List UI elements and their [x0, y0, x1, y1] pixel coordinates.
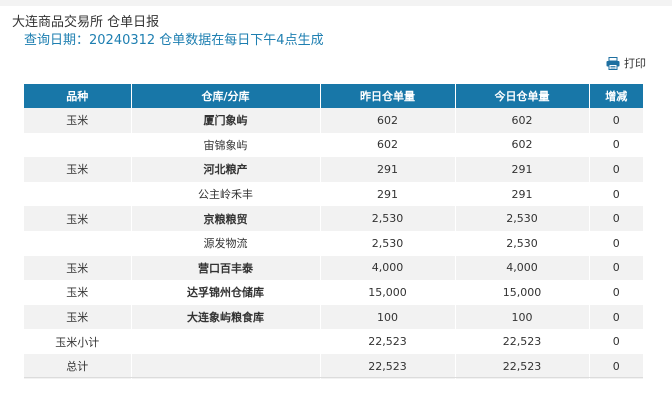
cell-warehouse: 源发物流 [131, 230, 321, 256]
cell-change: 0 [612, 335, 620, 349]
cell-change: 0 [612, 310, 620, 324]
cell-change: 0 [612, 261, 620, 275]
cell-variety [24, 230, 132, 256]
cell-variety: 玉米 [24, 157, 132, 182]
cell-today-quantity: 291 [455, 181, 590, 207]
query-date-line: 查询日期：20240312 仓单数据在每日下午4点生成 [24, 33, 324, 48]
cell-change: 0 [612, 138, 620, 152]
column-header-today: 今日仓单量 [455, 84, 590, 108]
cell-today-quantity: 291 [455, 157, 590, 182]
cell-variety: 玉米 [24, 255, 132, 281]
cell-warehouse: 宙锦象屿 [131, 132, 321, 158]
warehouse-receipt-table: 品种 仓库/分库 昨日仓单量 今日仓单量 增减 玉米 厦门象屿 602 602 0 宙锦象… [24, 84, 643, 379]
cell-variety: 总计 [24, 353, 132, 379]
table-row: 玉米 营口百丰泰 4,000 4,000 0 [24, 255, 643, 281]
cell-yesterday-quantity: 22,523 [320, 353, 456, 379]
printer-icon [606, 56, 620, 70]
cell-yesterday-quantity: 291 [320, 157, 456, 182]
cell-yesterday-quantity: 15,000 [320, 280, 456, 305]
cell-warehouse: 公主岭禾丰 [131, 181, 321, 207]
cell-today-quantity: 22,523 [455, 353, 590, 379]
column-header-yesterday: 昨日仓单量 [320, 84, 456, 108]
table-row: 玉米 厦门象屿 602 602 0 [24, 108, 643, 133]
cell-today-quantity: 2,530 [455, 206, 590, 231]
cell-today-quantity: 4,000 [455, 255, 590, 281]
table-bottom-divider [24, 377, 643, 378]
cell-warehouse: 京粮粮贸 [131, 206, 321, 231]
top-strip [0, 0, 672, 6]
cell-variety: 玉米 [24, 304, 132, 330]
cell-yesterday-quantity: 100 [320, 304, 456, 330]
cell-change: 0 [612, 162, 620, 176]
cell-yesterday-quantity: 602 [320, 108, 456, 133]
cell-warehouse: 营口百丰泰 [131, 255, 321, 281]
cell-change: 0 [612, 113, 620, 127]
cell-change: 0 [612, 212, 620, 226]
table-header-row: 品种 仓库/分库 昨日仓单量 今日仓单量 增减 [24, 84, 643, 108]
cell-yesterday-quantity: 22,523 [320, 329, 456, 354]
cell-warehouse: 大连象屿粮食库 [131, 304, 321, 330]
cell-yesterday-quantity: 2,530 [320, 230, 456, 256]
table-row: 玉米 达孚锦州仓储库 15,000 15,000 0 [24, 280, 643, 305]
cell-change: 0 [612, 187, 620, 201]
cell-yesterday-quantity: 2,530 [320, 206, 456, 231]
cell-today-quantity: 15,000 [455, 280, 590, 305]
cell-today-quantity: 22,523 [455, 329, 590, 354]
cell-warehouse [131, 353, 321, 379]
cell-today-quantity: 100 [455, 304, 590, 330]
print-label: 打印 [624, 57, 646, 70]
cell-variety: 玉米 [24, 108, 132, 133]
cell-yesterday-quantity: 291 [320, 181, 456, 207]
cell-warehouse: 厦门象屿 [131, 108, 321, 133]
cell-yesterday-quantity: 4,000 [320, 255, 456, 281]
cell-today-quantity: 602 [455, 132, 590, 158]
table-body: 玉米 厦门象屿 602 602 0 宙锦象屿 602 602 0 玉米 河北粮产 291 291 0 公主岭… [24, 108, 643, 379]
cell-change: 0 [612, 236, 620, 250]
cell-warehouse: 河北粮产 [131, 157, 321, 182]
cell-variety [24, 181, 132, 207]
table-row: 玉米 河北粮产 291 291 0 [24, 157, 643, 182]
table-row: 玉米小计 22,523 22,523 0 [24, 329, 643, 354]
table-row: 宙锦象屿 602 602 0 [24, 132, 643, 158]
cell-change: 0 [612, 359, 620, 373]
cell-yesterday-quantity: 602 [320, 132, 456, 158]
table-row: 玉米 京粮粮贸 2,530 2,530 0 [24, 206, 643, 231]
cell-warehouse [131, 329, 321, 354]
column-header-variety: 品种 [24, 84, 132, 108]
table-row: 源发物流 2,530 2,530 0 [24, 230, 643, 256]
column-header-warehouse: 仓库/分库 [131, 84, 321, 108]
cell-variety: 玉米 [24, 280, 132, 305]
cell-variety: 玉米 [24, 206, 132, 231]
table-row: 总计 22,523 22,523 0 [24, 353, 643, 379]
print-button[interactable]: 打印 [606, 55, 646, 71]
column-header-change: 增减 [605, 90, 628, 103]
cell-warehouse: 达孚锦州仓储库 [131, 280, 321, 305]
page-title: 大连商品交易所 仓单日报 [12, 15, 160, 30]
cell-today-quantity: 602 [455, 108, 590, 133]
cell-variety [24, 132, 132, 158]
cell-change: 0 [612, 285, 620, 299]
cell-variety: 玉米小计 [24, 329, 132, 354]
table-row: 玉米 大连象屿粮食库 100 100 0 [24, 304, 643, 330]
cell-today-quantity: 2,530 [455, 230, 590, 256]
table-row: 公主岭禾丰 291 291 0 [24, 181, 643, 207]
